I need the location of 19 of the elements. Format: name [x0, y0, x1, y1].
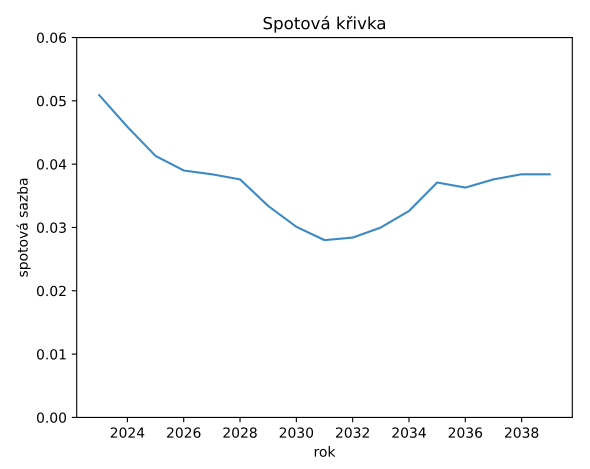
y-tick-label: 0.06 [36, 32, 66, 43]
y-tick-label: 0.00 [36, 412, 66, 423]
y-tick-label: 0.04 [36, 159, 66, 170]
x-axis-title: rok [314, 446, 336, 457]
x-tick-label: 2028 [223, 427, 257, 438]
x-tick-label: 2026 [167, 427, 201, 438]
y-tick-label: 0.02 [36, 286, 66, 296]
y-tick-label: 0.01 [36, 349, 66, 360]
x-tick-label: 2032 [336, 427, 369, 438]
x-tick-label: 2030 [280, 427, 314, 438]
line-series [98, 94, 551, 242]
y-tick-label: 0.05 [36, 96, 66, 106]
x-tick-label: 2024 [110, 427, 144, 438]
x-tick-label: 2038 [504, 427, 538, 438]
x-tick-label: 2034 [392, 427, 426, 438]
chart-title: Spotová křivka [264, 16, 385, 33]
x-tick-label: 2036 [448, 427, 482, 438]
y-tick-label: 0.03 [36, 222, 66, 233]
y-axis-title: spotová sazba [16, 178, 30, 277]
